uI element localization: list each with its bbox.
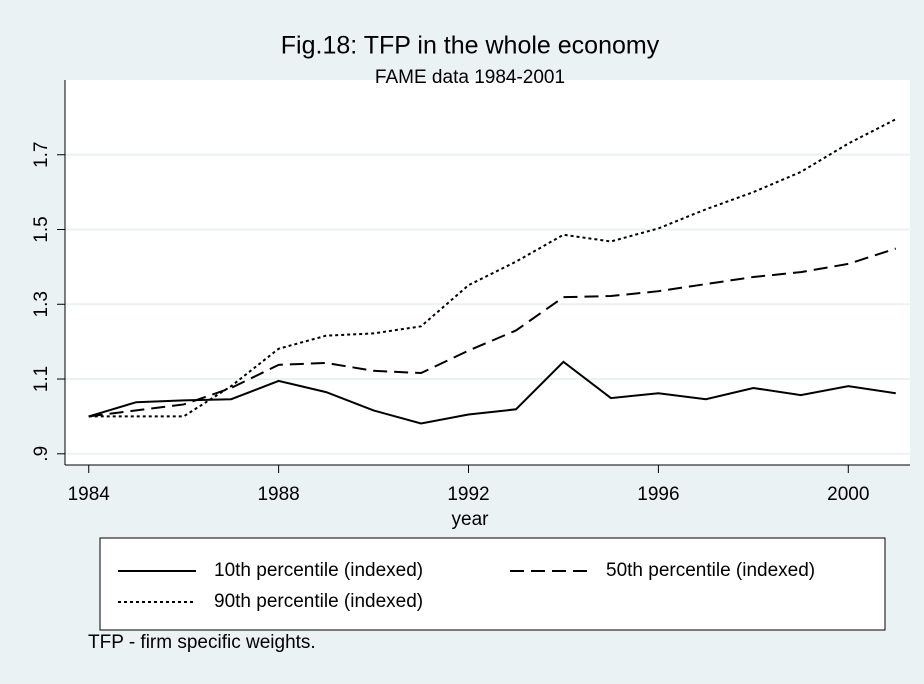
chart-subtitle: FAME data 1984-2001 [375, 67, 565, 88]
x-tick-label: 1988 [257, 484, 299, 505]
y-tick-label: 1.7 [31, 142, 52, 168]
chart-title: Fig.18: TFP in the whole economy [281, 32, 660, 60]
line-series [88, 118, 897, 418]
plot-area [65, 80, 910, 465]
legend-label: 10th percentile (indexed) [214, 560, 423, 581]
legend-label: 50th percentile (indexed) [606, 560, 815, 581]
x-axis-label: year [452, 509, 490, 530]
x-tick-label: 1996 [637, 484, 679, 505]
y-tick-label: 1.5 [31, 216, 52, 242]
legend [99, 537, 886, 631]
line-series [88, 247, 897, 418]
y-tick-label: 1.3 [31, 291, 52, 317]
legend-label: 90th percentile (indexed) [214, 591, 423, 612]
x-tick-label: 1984 [68, 484, 111, 505]
x-tick-label: 1992 [447, 484, 489, 505]
x-tick-label: 2000 [827, 484, 869, 505]
y-tick-label: .9 [31, 446, 52, 462]
line-series [88, 360, 896, 425]
y-tick-label: 1.1 [31, 366, 52, 392]
note: TFP - firm specific weights. [88, 632, 316, 653]
